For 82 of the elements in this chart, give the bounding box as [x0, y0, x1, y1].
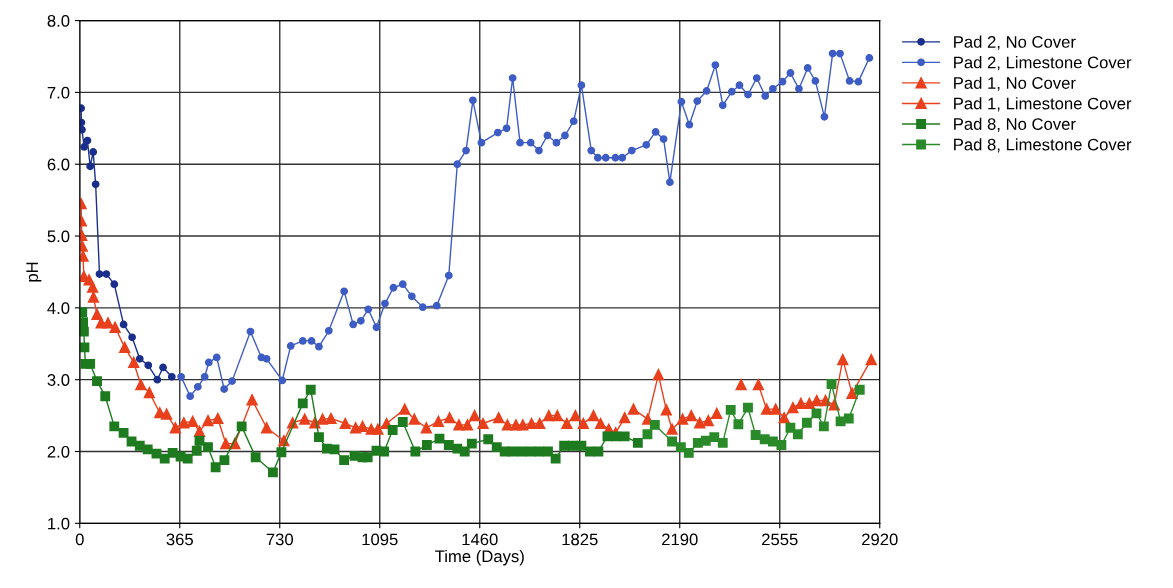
- point: [735, 379, 747, 391]
- point: [685, 409, 697, 422]
- y-tick-label: 8.0: [47, 14, 70, 27]
- point: [778, 412, 790, 424]
- point: [759, 434, 770, 445]
- x-tick-label: 365: [166, 533, 193, 546]
- y-axis-title: pH: [26, 262, 42, 282]
- point: [167, 372, 176, 381]
- point: [80, 143, 89, 151]
- point: [79, 125, 86, 134]
- point: [89, 148, 98, 156]
- point: [110, 280, 119, 289]
- point: [843, 413, 854, 424]
- point: [787, 402, 799, 414]
- point: [801, 417, 812, 428]
- point: [642, 429, 653, 440]
- point: [144, 361, 153, 370]
- x-tick-label: 1460: [462, 533, 498, 546]
- point: [83, 136, 92, 145]
- point: [700, 435, 711, 446]
- point: [86, 162, 95, 171]
- point: [811, 394, 823, 407]
- point: [818, 421, 829, 432]
- legend-label: Pad 8, No Cover: [954, 117, 1076, 132]
- point: [865, 353, 877, 366]
- point: [79, 104, 86, 113]
- y-tick-label: 3.0: [47, 374, 70, 386]
- point: [627, 403, 640, 415]
- x-tick-label: 2920: [862, 533, 898, 546]
- point: [128, 333, 136, 342]
- point: [770, 403, 782, 415]
- point: [667, 436, 678, 447]
- point: [752, 379, 765, 391]
- y-tick-label: 5.0: [47, 230, 70, 243]
- legend-label: Pad 1, No Cover: [954, 76, 1076, 91]
- point: [652, 369, 665, 381]
- x-tick-label: 2555: [762, 533, 798, 546]
- point: [683, 448, 694, 458]
- point: [159, 363, 167, 372]
- point: [91, 180, 100, 189]
- point: [733, 419, 744, 430]
- point: [776, 440, 787, 450]
- y-tick-label: 1.0: [48, 517, 70, 530]
- point: [837, 353, 849, 366]
- point: [119, 320, 128, 329]
- point: [717, 437, 728, 448]
- point: [666, 423, 678, 435]
- point: [760, 403, 773, 415]
- point: [135, 354, 144, 363]
- x-axis-title: Time (Days): [435, 549, 524, 566]
- point: [675, 442, 686, 453]
- point: [709, 432, 720, 443]
- y-tick-label: 4.0: [47, 302, 70, 315]
- point: [854, 384, 865, 395]
- x-tick-label: 0: [75, 533, 84, 546]
- legend-label: Pad 2, No Cover: [954, 35, 1076, 50]
- y-tick-label: 7.0: [47, 86, 70, 99]
- point: [743, 402, 753, 413]
- x-tick-label: 1825: [562, 533, 598, 546]
- point: [95, 270, 104, 278]
- point: [660, 404, 672, 416]
- legend-label: Pad 1, Limestone Cover: [954, 97, 1132, 112]
- x-tick-label: 1095: [362, 533, 398, 546]
- point: [102, 270, 111, 278]
- point: [153, 375, 162, 384]
- point: [826, 379, 837, 389]
- y-tick-label: 2.0: [47, 445, 70, 458]
- point: [676, 413, 689, 425]
- x-tick-label: 730: [266, 533, 294, 546]
- legend-label: Pad 8, Limestone Cover: [954, 138, 1132, 153]
- point: [846, 387, 858, 399]
- y-tick-label: 6.0: [47, 158, 70, 171]
- point: [750, 430, 761, 440]
- point: [792, 429, 803, 440]
- point: [649, 419, 660, 430]
- x-tick-label: 2190: [662, 533, 698, 546]
- point: [725, 404, 736, 415]
- legend-label: Pad 2, Limestone Cover: [954, 56, 1132, 71]
- point: [711, 407, 723, 420]
- point: [79, 118, 86, 127]
- point: [702, 414, 714, 427]
- point: [835, 416, 846, 427]
